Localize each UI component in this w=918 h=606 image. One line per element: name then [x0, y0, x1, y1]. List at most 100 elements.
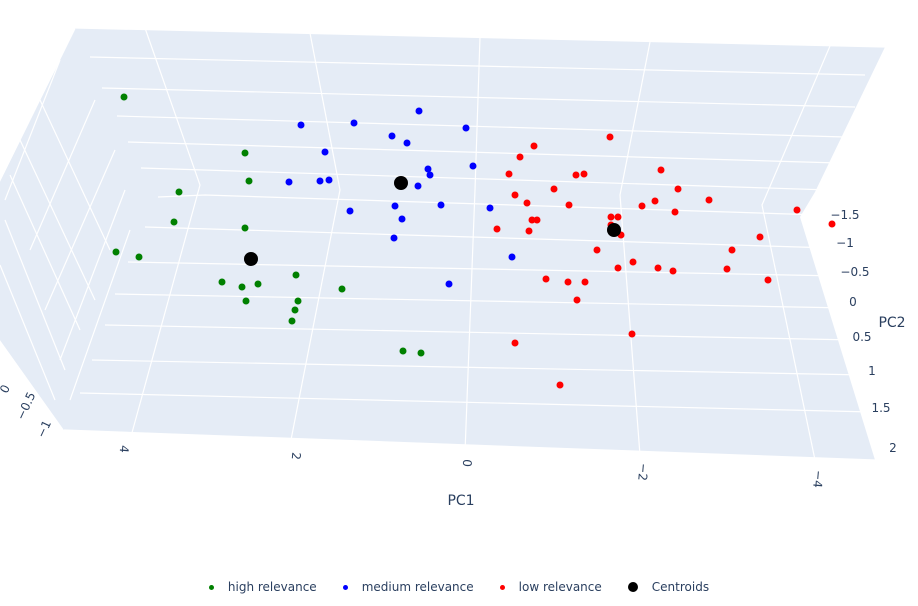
- data-point[interactable]: [424, 165, 432, 173]
- series-centroids[interactable]: [244, 176, 621, 266]
- tick-label: 2: [289, 452, 304, 461]
- data-point[interactable]: [398, 215, 406, 223]
- data-point[interactable]: [292, 271, 300, 279]
- tick-label: −1: [836, 236, 854, 250]
- data-point[interactable]: [218, 278, 226, 286]
- data-point[interactable]: [291, 306, 299, 314]
- data-point[interactable]: [245, 177, 253, 185]
- data-point[interactable]: [614, 213, 622, 221]
- data-point[interactable]: [629, 258, 637, 266]
- data-point[interactable]: [542, 275, 550, 283]
- data-point[interactable]: [525, 227, 533, 235]
- data-point[interactable]: [241, 149, 249, 157]
- data-point[interactable]: [445, 280, 453, 288]
- data-point[interactable]: [511, 191, 519, 199]
- series-medium-relevance[interactable]: [285, 107, 516, 288]
- data-point[interactable]: [606, 133, 614, 141]
- series-low-relevance[interactable]: [493, 133, 836, 389]
- data-point[interactable]: [523, 199, 531, 207]
- data-point[interactable]: [238, 283, 246, 291]
- data-point[interactable]: [614, 264, 622, 272]
- data-point[interactable]: [321, 148, 329, 156]
- data-point[interactable]: [550, 185, 558, 193]
- data-point[interactable]: [505, 170, 513, 178]
- data-point[interactable]: [723, 265, 731, 273]
- data-point[interactable]: [533, 216, 541, 224]
- data-point[interactable]: [388, 132, 396, 140]
- data-point[interactable]: [572, 171, 580, 179]
- data-point[interactable]: [426, 171, 434, 179]
- centroid-point[interactable]: [607, 223, 621, 237]
- data-point[interactable]: [828, 220, 836, 228]
- legend-item-medium-relevance[interactable]: medium relevance: [342, 580, 474, 594]
- tick-label: 2: [889, 441, 897, 455]
- data-point[interactable]: [391, 202, 399, 210]
- data-point[interactable]: [516, 153, 524, 161]
- data-point[interactable]: [728, 246, 736, 254]
- data-point[interactable]: [654, 264, 662, 272]
- data-point[interactable]: [573, 296, 581, 304]
- pc1-axis-title: PC1: [447, 493, 474, 509]
- data-point[interactable]: [325, 176, 333, 184]
- data-point[interactable]: [486, 204, 494, 212]
- data-point[interactable]: [764, 276, 772, 284]
- centroid-point[interactable]: [394, 176, 408, 190]
- data-point[interactable]: [556, 381, 564, 389]
- data-point[interactable]: [417, 349, 425, 357]
- centroid-point[interactable]: [244, 252, 258, 266]
- data-point[interactable]: [469, 162, 477, 170]
- data-point[interactable]: [403, 139, 411, 147]
- data-point[interactable]: [346, 207, 354, 215]
- data-point[interactable]: [508, 253, 516, 261]
- data-point[interactable]: [669, 267, 677, 275]
- data-point[interactable]: [399, 347, 407, 355]
- data-point[interactable]: [112, 248, 120, 256]
- data-point[interactable]: [793, 206, 801, 214]
- data-point[interactable]: [135, 253, 143, 261]
- tick-label: 1.5: [871, 401, 890, 415]
- data-point[interactable]: [316, 177, 324, 185]
- data-point[interactable]: [297, 121, 305, 129]
- data-point[interactable]: [593, 246, 601, 254]
- data-point[interactable]: [528, 216, 536, 224]
- data-point[interactable]: [462, 124, 470, 132]
- data-point[interactable]: [285, 178, 293, 186]
- data-point[interactable]: [294, 297, 302, 305]
- data-point[interactable]: [651, 197, 659, 205]
- data-point[interactable]: [242, 297, 250, 305]
- legend-label: low relevance: [518, 580, 602, 594]
- series-high-relevance[interactable]: [112, 93, 425, 357]
- data-point[interactable]: [241, 224, 249, 232]
- data-point[interactable]: [437, 201, 445, 209]
- data-point[interactable]: [390, 234, 398, 242]
- data-point[interactable]: [756, 233, 764, 241]
- data-point[interactable]: [580, 170, 588, 178]
- data-point[interactable]: [415, 107, 423, 115]
- legend-item-high-relevance[interactable]: high relevance: [208, 580, 317, 594]
- data-point[interactable]: [350, 119, 358, 127]
- legend-item-low-relevance[interactable]: low relevance: [499, 580, 602, 594]
- data-point[interactable]: [638, 202, 646, 210]
- data-point[interactable]: [530, 142, 538, 150]
- data-point[interactable]: [170, 218, 178, 226]
- data-point[interactable]: [564, 278, 572, 286]
- data-point[interactable]: [581, 278, 589, 286]
- data-point[interactable]: [628, 330, 636, 338]
- data-point[interactable]: [511, 339, 519, 347]
- data-point[interactable]: [657, 166, 665, 174]
- data-point[interactable]: [414, 182, 422, 190]
- data-point[interactable]: [705, 196, 713, 204]
- data-point[interactable]: [607, 213, 615, 221]
- data-point[interactable]: [175, 188, 183, 196]
- data-point[interactable]: [565, 201, 573, 209]
- data-point[interactable]: [288, 317, 296, 325]
- data-point[interactable]: [338, 285, 346, 293]
- data-point[interactable]: [493, 225, 501, 233]
- legend-item-centroids[interactable]: Centroids: [627, 580, 709, 594]
- data-point[interactable]: [674, 185, 682, 193]
- data-point[interactable]: [120, 93, 128, 101]
- data-point[interactable]: [254, 280, 262, 288]
- tick-label: 0: [849, 295, 857, 309]
- data-point[interactable]: [671, 208, 679, 216]
